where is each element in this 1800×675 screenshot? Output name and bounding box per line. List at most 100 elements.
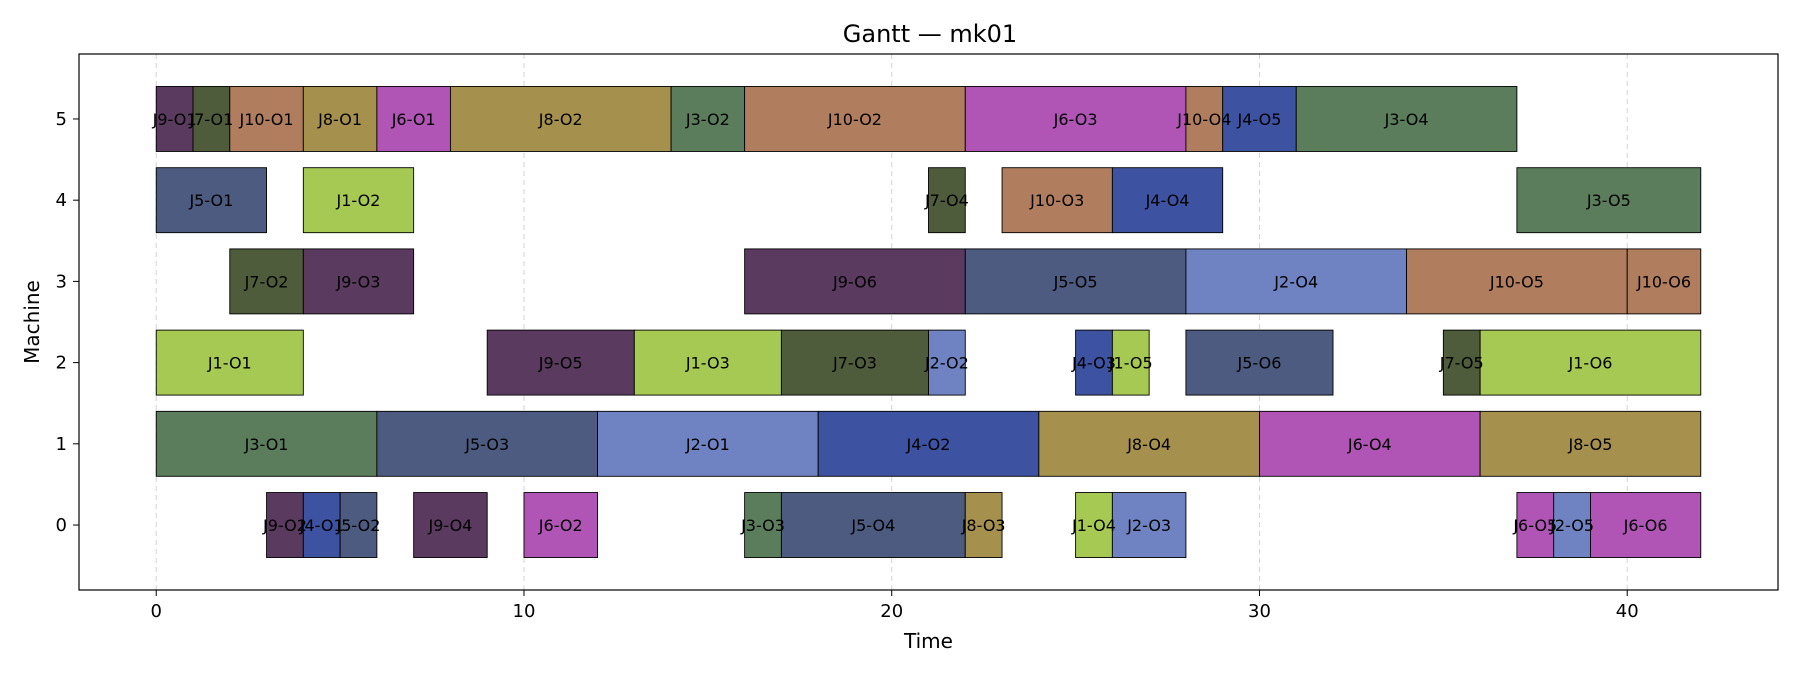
bar-j4-o4 xyxy=(1111,167,1224,234)
bar-label-j7-o2: J7-O2 xyxy=(244,272,289,291)
bar-j9-o3 xyxy=(302,248,415,315)
bar-label-j3-o4: J3-O4 xyxy=(1384,110,1429,129)
bar-j6-o6 xyxy=(1589,492,1702,558)
bar-label-j5-o3: J5-O3 xyxy=(464,435,509,454)
x-tick-label-0: 0 xyxy=(151,601,162,622)
y-tick-label-1: 1 xyxy=(56,434,67,455)
bar-label-j3-o5: J3-O5 xyxy=(1586,191,1631,210)
bar-j5-o4 xyxy=(780,492,966,558)
x-axis-title: Time xyxy=(903,629,953,653)
bar-label-j1-o3: J1-O3 xyxy=(685,354,730,373)
bar-label-j7-o1: J7-O1 xyxy=(188,110,233,129)
bar-j1-o5 xyxy=(1111,329,1150,396)
bar-label-j6-o2: J6-O2 xyxy=(538,516,583,535)
bar-label-j6-o6: J6-O6 xyxy=(1623,516,1668,535)
x-tick-label-40: 40 xyxy=(1616,601,1639,622)
bar-j1-o4 xyxy=(1075,492,1113,558)
bar-j1-o3 xyxy=(633,329,782,396)
bar-label-j2-o3: J2-O3 xyxy=(1126,516,1171,535)
bar-label-j5-o4: J5-O4 xyxy=(850,516,895,535)
bar-label-j2-o5: J2-O5 xyxy=(1549,516,1594,535)
bar-label-j2-o2: J2-O2 xyxy=(924,354,969,373)
bar-label-j5-o2: J5-O2 xyxy=(336,516,381,535)
bar-label-j3-o1: J3-O1 xyxy=(244,435,289,454)
bar-label-j1-o1: J1-O1 xyxy=(207,354,252,373)
bar-label-j1-o2: J1-O2 xyxy=(336,191,381,210)
bar-j2-o1 xyxy=(597,410,819,477)
bar-label-j8-o1: J8-O1 xyxy=(317,110,362,129)
bar-j1-o2 xyxy=(302,167,415,234)
y-tick-label-2: 2 xyxy=(56,353,67,374)
bar-j8-o4 xyxy=(1038,410,1260,477)
bar-j7-o2 xyxy=(229,248,304,315)
bar-j8-o5 xyxy=(1479,410,1702,477)
bar-label-j5-o1: J5-O1 xyxy=(188,191,233,210)
bar-label-j6-o5: J6-O5 xyxy=(1512,516,1557,535)
bar-label-j10-o3: J10-O3 xyxy=(1029,191,1084,210)
bar-j3-o5 xyxy=(1516,167,1702,234)
bar-label-j2-o4: J2-O4 xyxy=(1273,272,1318,291)
bar-label-j9-o1: J9-O1 xyxy=(152,110,197,129)
bar-j4-o2 xyxy=(817,410,1040,477)
plot-frame xyxy=(78,53,1779,591)
bar-label-j9-o5: J9-O5 xyxy=(538,354,583,373)
bar-j9-o1 xyxy=(155,86,194,152)
bar-j5-o3 xyxy=(376,410,598,477)
bar-label-j6-o4: J6-O4 xyxy=(1347,435,1392,454)
bar-j9-o5 xyxy=(486,329,635,396)
bar-j2-o5 xyxy=(1553,492,1591,558)
bar-label-j1-o5: J1-O5 xyxy=(1108,354,1153,373)
bar-j7-o5 xyxy=(1442,329,1481,396)
y-tick-label-0: 0 xyxy=(56,515,67,536)
bar-label-j7-o3: J7-O3 xyxy=(832,354,877,373)
bar-j10-o6 xyxy=(1626,248,1702,315)
bar-label-j7-o5: J7-O5 xyxy=(1439,354,1484,373)
bar-label-j1-o6: J1-O6 xyxy=(1568,354,1613,373)
bar-label-j9-o3: J9-O3 xyxy=(336,272,381,291)
operation-bars xyxy=(155,86,1702,558)
bar-j8-o3 xyxy=(964,492,1003,558)
bar-label-j10-o6: J10-O6 xyxy=(1636,272,1691,291)
bar-j2-o3 xyxy=(1111,492,1187,558)
x-tick-label-20: 20 xyxy=(880,601,903,622)
bar-j5-o1 xyxy=(155,167,268,234)
bar-label-j7-o4: J7-O4 xyxy=(924,191,969,210)
bar-j3-o4 xyxy=(1295,86,1518,152)
bar-label-j3-o2: J3-O2 xyxy=(685,110,730,129)
x-tick-label-30: 30 xyxy=(1248,601,1271,622)
bar-label-j8-o5: J8-O5 xyxy=(1568,435,1613,454)
bar-label-j10-o5: J10-O5 xyxy=(1489,272,1544,291)
bar-j1-o6 xyxy=(1479,329,1702,396)
bar-label-j1-o4: J1-O4 xyxy=(1071,516,1116,535)
bar-j10-o1 xyxy=(229,86,304,152)
bar-label-j9-o6: J9-O6 xyxy=(832,272,877,291)
bar-j8-o2 xyxy=(449,86,672,152)
bar-j9-o2 xyxy=(266,492,304,558)
y-axis-title: Machine xyxy=(20,280,44,364)
bar-j5-o6 xyxy=(1185,329,1334,396)
bar-j10-o2 xyxy=(744,86,966,152)
bar-j10-o3 xyxy=(1001,167,1113,234)
bar-j7-o1 xyxy=(192,86,231,152)
bar-label-j4-o2: J4-O2 xyxy=(906,435,951,454)
bar-label-j9-o2: J9-O2 xyxy=(262,516,307,535)
bar-label-j5-o6: J5-O6 xyxy=(1237,354,1282,373)
bar-j3-o3 xyxy=(744,492,782,558)
bar-label-j4-o3: J4-O3 xyxy=(1071,354,1116,373)
bar-j5-o2 xyxy=(339,492,378,558)
chart-title: Gantt — mk01 xyxy=(843,20,1017,48)
bar-j6-o1 xyxy=(376,86,451,152)
y-tick-label-4: 4 xyxy=(56,190,67,211)
bar-j6-o4 xyxy=(1259,410,1481,477)
bar-j3-o2 xyxy=(670,86,746,152)
bar-label-j10-o4: J10-O4 xyxy=(1176,110,1231,129)
bar-j9-o4 xyxy=(413,492,488,558)
x-tick-label-10: 10 xyxy=(513,601,536,622)
bar-j7-o4 xyxy=(928,167,966,234)
bar-j6-o3 xyxy=(964,86,1187,152)
bar-label-j4-o5: J4-O5 xyxy=(1237,110,1282,129)
bar-j9-o6 xyxy=(744,248,966,315)
bar-label-j10-o2: J10-O2 xyxy=(827,110,882,129)
